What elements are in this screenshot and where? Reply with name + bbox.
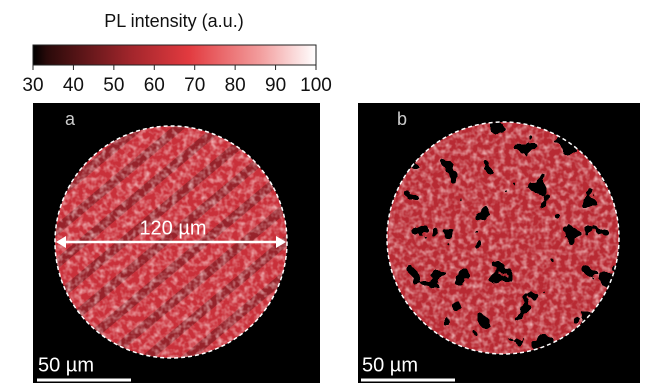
tick-label: 60 bbox=[144, 75, 165, 96]
diameter-label: 120 µm bbox=[139, 217, 206, 239]
tick-label: 50 bbox=[103, 75, 124, 96]
scale-bar-label: 50 µm bbox=[362, 354, 418, 376]
tick-label: 80 bbox=[225, 75, 246, 96]
panel-label: b bbox=[397, 109, 407, 129]
panel-a: 120 µm a 50 µm bbox=[33, 103, 320, 383]
colorbar-ticks: 30 40 50 60 70 80 90 100 bbox=[22, 65, 332, 96]
tick-label: 100 bbox=[300, 75, 332, 96]
tick-label: 30 bbox=[22, 75, 43, 96]
panel-b: b 50 µm bbox=[358, 103, 640, 383]
colorbar bbox=[32, 44, 317, 66]
tick-label: 90 bbox=[265, 75, 286, 96]
scale-bar-label: 50 µm bbox=[38, 354, 94, 376]
panel-label: a bbox=[65, 109, 76, 129]
colorbar-label: PL intensity (a.u.) bbox=[104, 11, 243, 31]
tick-label: 40 bbox=[63, 75, 84, 96]
tick-label: 70 bbox=[184, 75, 205, 96]
